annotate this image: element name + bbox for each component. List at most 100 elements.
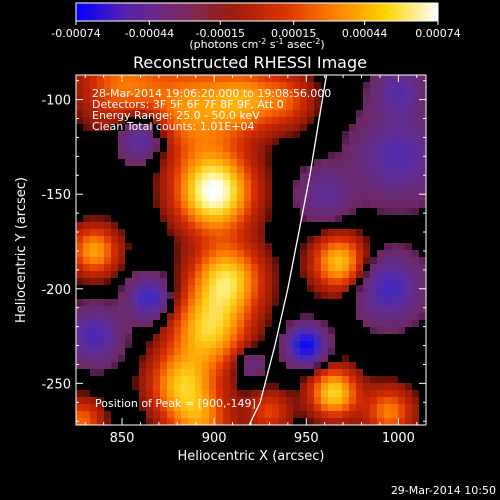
heatmap-cell — [216, 390, 224, 398]
heatmap-cell — [202, 222, 210, 230]
heatmap-cell — [279, 355, 287, 363]
heatmap-cell — [181, 362, 189, 370]
heatmap-cell — [384, 313, 392, 321]
heatmap-cell — [391, 306, 399, 314]
heatmap-cell — [412, 187, 420, 195]
heatmap-cell — [321, 194, 329, 202]
heatmap-cell — [209, 299, 217, 307]
heatmap-cell — [370, 278, 378, 286]
heatmap-cell — [230, 369, 238, 377]
heatmap-cell — [83, 208, 91, 216]
heatmap-cell — [97, 208, 105, 216]
heatmap-cell — [335, 222, 343, 230]
heatmap-cell — [167, 383, 175, 391]
heatmap-cell — [307, 257, 315, 265]
heatmap-cell — [349, 397, 357, 405]
heatmap-cell — [405, 215, 413, 223]
heatmap-cell — [160, 306, 168, 314]
heatmap-cell — [167, 299, 175, 307]
heatmap-cell — [272, 411, 280, 419]
heatmap-cell — [377, 208, 385, 216]
heatmap-cell — [244, 334, 252, 342]
heatmap-cell — [83, 124, 91, 132]
heatmap-cell — [251, 110, 259, 118]
heatmap-cell — [412, 341, 420, 349]
heatmap-cell — [181, 208, 189, 216]
heatmap-cell — [321, 390, 329, 398]
heatmap-cell — [314, 411, 322, 419]
heatmap-cell — [265, 348, 273, 356]
heatmap-cell — [104, 292, 112, 300]
heatmap-cell — [132, 369, 140, 377]
heatmap-cell — [307, 103, 315, 111]
heatmap-cell — [174, 320, 182, 328]
heatmap-cell — [251, 159, 259, 167]
heatmap-cell — [230, 313, 238, 321]
heatmap-cell — [111, 362, 119, 370]
heatmap-cell — [174, 89, 182, 97]
heatmap-cell — [216, 313, 224, 321]
heatmap-cell — [111, 299, 119, 307]
heatmap-cell — [419, 145, 426, 153]
heatmap-cell — [237, 152, 245, 160]
heatmap-cell — [300, 411, 308, 419]
heatmap-cell — [104, 229, 112, 237]
heatmap-cell — [398, 390, 406, 398]
heatmap-cell — [104, 362, 112, 370]
heatmap-cell — [83, 201, 91, 209]
heatmap-cell — [223, 369, 231, 377]
heatmap-cell — [111, 243, 119, 251]
heatmap-cell — [321, 222, 329, 230]
heatmap-cell — [258, 110, 266, 118]
heatmap-cell — [125, 222, 133, 230]
heatmap-cell — [223, 299, 231, 307]
heatmap-cell — [370, 159, 378, 167]
heatmap-cell — [335, 292, 343, 300]
heatmap-cell — [335, 320, 343, 328]
heatmap-cell — [377, 418, 385, 425]
heatmap-cell — [90, 229, 98, 237]
heatmap-cell — [377, 75, 385, 83]
heatmap-cell — [111, 103, 119, 111]
heatmap-cell — [272, 82, 280, 90]
heatmap-cell — [146, 411, 154, 419]
heatmap-cell — [83, 138, 91, 146]
heatmap-cell — [391, 117, 399, 125]
heatmap-cell — [97, 243, 105, 251]
heatmap-cell — [181, 152, 189, 160]
heatmap-cell — [377, 383, 385, 391]
heatmap-cell — [97, 348, 105, 356]
heatmap-cell — [139, 362, 147, 370]
heatmap-cell — [412, 299, 420, 307]
heatmap-cell — [111, 327, 119, 335]
heatmap-cell — [293, 383, 301, 391]
info-line-clean: Clean Total counts: 1.01E+04 — [92, 120, 255, 133]
heatmap-cell — [265, 124, 273, 132]
heatmap-cell — [111, 117, 119, 125]
heatmap-cell — [300, 327, 308, 335]
heatmap-cell — [265, 89, 273, 97]
heatmap-cell — [384, 229, 392, 237]
heatmap-cell — [181, 383, 189, 391]
heatmap-cell — [419, 320, 426, 328]
heatmap-cell — [209, 362, 217, 370]
heatmap-cell — [132, 355, 140, 363]
heatmap-cell — [342, 131, 350, 139]
heatmap-cell — [230, 138, 238, 146]
heatmap-cell — [216, 257, 224, 265]
heatmap-cell — [328, 264, 336, 272]
heatmap-cell — [118, 355, 126, 363]
heatmap-cell — [97, 411, 105, 419]
heatmap-cell — [223, 229, 231, 237]
heatmap-cell — [293, 369, 301, 377]
heatmap-cell — [244, 222, 252, 230]
heatmap-cell — [363, 376, 371, 384]
heatmap-cell — [111, 201, 119, 209]
heatmap-cell — [237, 75, 245, 83]
heatmap-cell — [363, 187, 371, 195]
heatmap-cell — [139, 124, 147, 132]
heatmap-cell — [251, 82, 259, 90]
heatmap-cell — [349, 271, 357, 279]
heatmap-cell — [279, 320, 287, 328]
heatmap-cell — [167, 397, 175, 405]
